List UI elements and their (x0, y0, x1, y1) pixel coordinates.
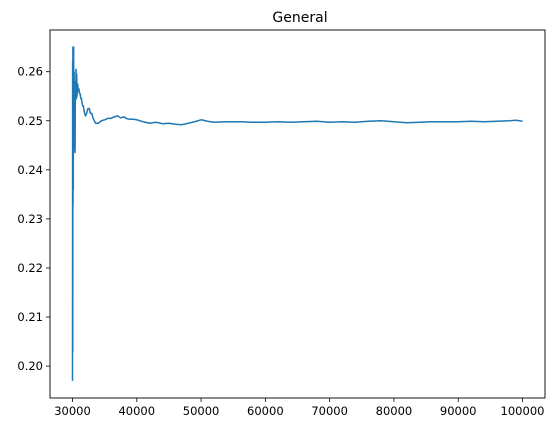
y-tick-label: 0.21 (17, 310, 43, 324)
x-tick-label: 30000 (54, 404, 91, 418)
series-line-0 (71, 46, 523, 381)
x-tick-label: 40000 (118, 404, 155, 418)
x-tick-label: 100000 (501, 404, 545, 418)
y-tick-label: 0.26 (17, 65, 43, 79)
x-tick-label: 60000 (247, 404, 284, 418)
x-tick-label: 80000 (376, 404, 413, 418)
y-tick-label: 0.23 (17, 212, 43, 226)
x-axis: 30000 40000 50000 60000 70000 80000 90000 10000… (54, 398, 544, 418)
plot-area (71, 46, 523, 381)
x-tick-label: 90000 (440, 404, 477, 418)
y-tick-label: 0.20 (17, 359, 43, 373)
x-tick-label: 50000 (183, 404, 220, 418)
x-tick-label: 70000 (311, 404, 348, 418)
y-axis: 0.20 0.21 0.22 0.23 0.24 0.25 0.26 (17, 65, 50, 373)
y-tick-label: 0.22 (17, 261, 43, 275)
axes-frame (49, 29, 546, 399)
y-tick-label: 0.25 (17, 114, 43, 128)
chart-title: General (272, 10, 327, 26)
y-tick-label: 0.24 (17, 163, 43, 177)
